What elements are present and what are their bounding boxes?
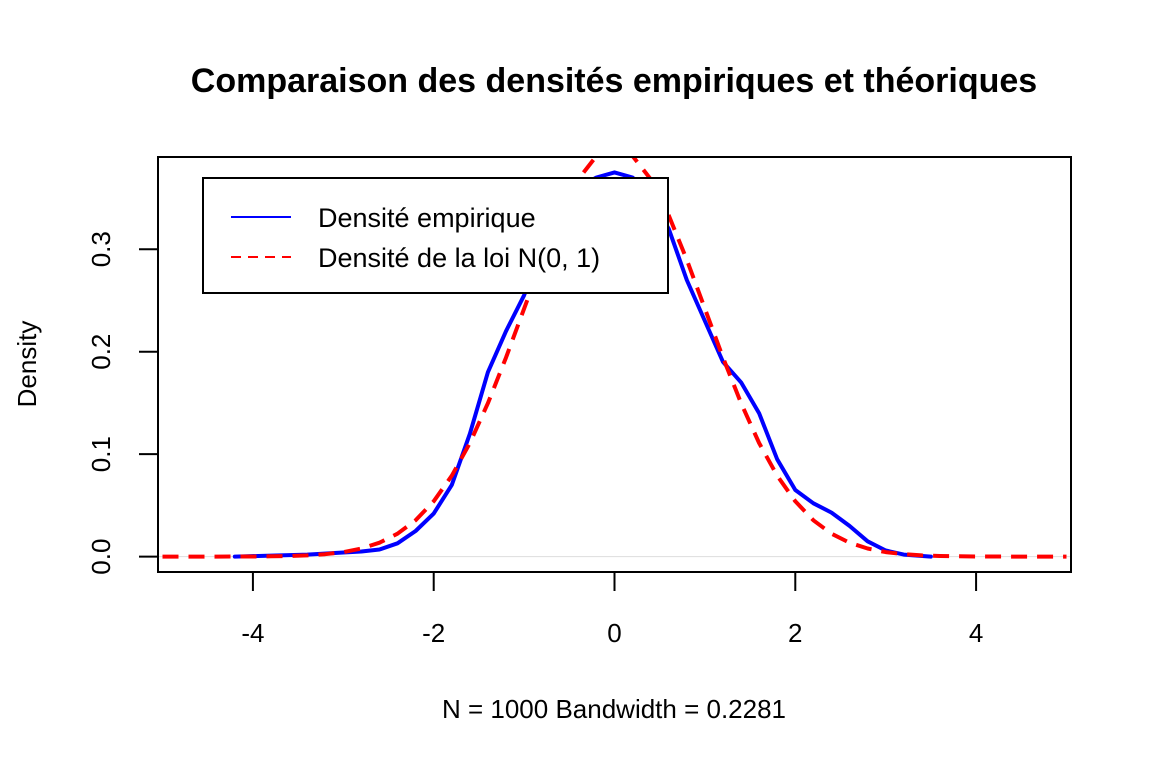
legend-box [202,177,669,294]
x-tick-label: 4 [969,618,983,648]
normal-density-line [162,157,1067,559]
legend: Densité empirique Densité de la loi N(0, … [202,177,669,294]
x-axis-label: N = 1000 Bandwidth = 0.2281 [442,694,786,724]
x-tick-label: -2 [422,618,445,648]
plot-frame [157,156,1072,573]
empirical-density-line [232,170,933,559]
x-tick-label: 2 [788,618,802,648]
chart-title: Comparaison des densités empiriques et t… [191,62,1037,100]
y-tick-label: 0.1 [86,436,116,472]
x-axis: -4 -2 0 2 4 [241,571,983,648]
y-tick-label: 0.2 [86,334,116,370]
y-axis: 0.0 0.1 0.2 0.3 [86,231,159,575]
legend-label: Densité empirique [318,203,536,233]
x-tick-label: -4 [241,618,264,648]
series-layer [158,157,1071,559]
x-tick-label: 0 [607,618,621,648]
y-tick-label: 0.3 [86,231,116,267]
y-axis-label: Density [12,321,42,408]
y-tick-label: 0.0 [86,539,116,575]
legend-label: Densité de la loi N(0, 1) [318,243,600,273]
